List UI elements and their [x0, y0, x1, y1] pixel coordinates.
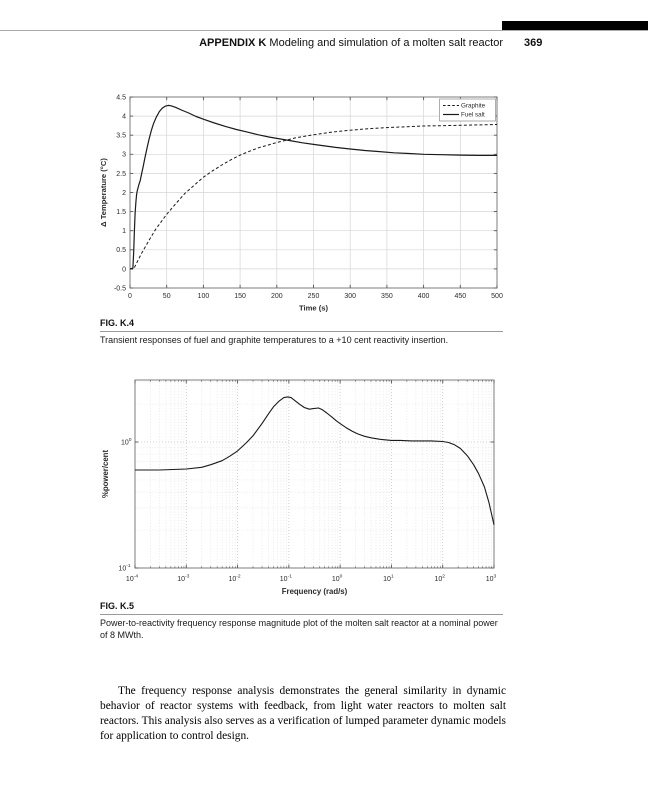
tick-label: 3: [122, 152, 126, 159]
chapter-title: Modeling and simulation of a molten salt…: [269, 37, 503, 49]
tick-label: 250: [308, 293, 320, 300]
tick-label: 150: [234, 293, 246, 300]
tick-label: 200: [271, 293, 283, 300]
header-rule: [0, 30, 648, 31]
tick-label: 10-4: [126, 574, 138, 583]
fig-k5-chart: 10-4 10-3 10-2 10-1 100 101 102 103 100 10-1 Frequ…: [101, 379, 497, 596]
minor-grid: [135, 380, 494, 568]
tick-label: 300: [344, 293, 356, 300]
tick-label: 100: [198, 293, 210, 300]
page-number: 369: [524, 37, 543, 49]
legend-entry-label: Graphite: [461, 103, 486, 110]
running-header: APPENDIX K Modeling and simulation of a …: [0, 37, 503, 49]
fig-k4-rule: [100, 331, 503, 332]
tick-label: 0: [128, 293, 132, 300]
tick-label: 10-1: [119, 563, 131, 572]
tick-label: 0.5: [116, 247, 126, 254]
appendix-label: APPENDIX K: [199, 37, 267, 49]
axis-ticks: [134, 380, 495, 569]
tick-label: 2: [122, 190, 126, 197]
tick-label: 100: [121, 437, 132, 446]
tick-label: 4.5: [116, 94, 126, 101]
series-fuel-salt: [129, 104, 497, 270]
axis-ticks: [129, 96, 498, 289]
fig-k4-chart: 0 50 100 150 200 250 300 350 400 450 500-0.500.511…: [99, 94, 503, 313]
x-axis-label: Frequency (rad/s): [282, 587, 348, 596]
series-magnitude: [135, 396, 495, 526]
tick-label: 10-2: [228, 574, 240, 583]
series-graphite: [130, 124, 498, 270]
fig-k5-caption: Power-to-reactivity frequency response m…: [100, 618, 498, 640]
tick-label: 102: [434, 574, 445, 583]
grid: [129, 96, 498, 289]
plot-frame: [134, 379, 495, 569]
page-corner-bar: [502, 21, 648, 30]
x-axis-label: Time (s): [299, 304, 328, 313]
tick-label: 350: [381, 293, 393, 300]
tick-label: 10-3: [177, 574, 189, 583]
tick-label: 103: [486, 574, 497, 583]
tick-label: 50: [163, 293, 171, 300]
legend-entry-label: Fuel salt: [461, 112, 485, 119]
legend: Graphite Fuel salt: [439, 98, 496, 122]
y-axis-label: Δ Temperature (°C): [99, 158, 108, 227]
fig-k5-rule: [100, 614, 503, 615]
tick-label: 10-1: [280, 574, 292, 583]
tick-label: 500: [491, 293, 503, 300]
fig-k4-label: FIG. K.4: [100, 318, 135, 328]
tick-label: 4: [122, 114, 126, 121]
tick-label: 1: [122, 228, 126, 235]
fig-k5-label: FIG. K.5: [100, 601, 135, 611]
tick-label: 0: [122, 266, 126, 273]
y-axis-label: %power/cent: [101, 450, 110, 498]
tick-label: 450: [454, 293, 466, 300]
tick-label: 3.5: [116, 133, 126, 140]
body-paragraph: The frequency response analysis demonstr…: [100, 685, 506, 742]
fig-k4-caption: Transient responses of fuel and graphite…: [100, 335, 449, 345]
tick-label: 2.5: [116, 171, 126, 178]
tick-label: -0.5: [114, 285, 126, 292]
tick-label: 101: [383, 574, 394, 583]
tick-label: 400: [418, 293, 430, 300]
tick-label: 100: [332, 574, 343, 583]
tick-label: 1.5: [116, 209, 126, 216]
